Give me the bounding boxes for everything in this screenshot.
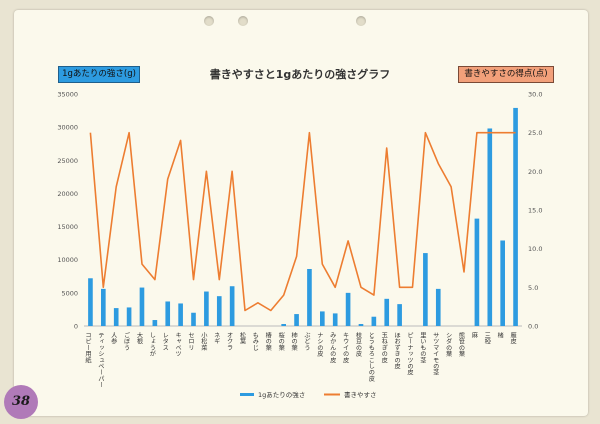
legend-bar-swatch [240, 393, 254, 396]
left-tick-label: 5000 [61, 289, 78, 297]
left-axis-label: 1gあたりの強さ(g) [58, 66, 140, 83]
left-tick-label: 10000 [57, 256, 78, 264]
category-label: 三椏 [483, 332, 490, 346]
category-label: シダの葉 [445, 332, 452, 358]
bar [487, 128, 493, 326]
category-label: オクラ [226, 332, 233, 351]
category-label: 小松菜 [200, 331, 207, 351]
bar [307, 268, 312, 326]
bar [474, 218, 480, 326]
bar [371, 316, 377, 326]
category-label: ナシの皮 [316, 332, 323, 358]
page-number-sticker: 38 [4, 385, 38, 419]
bar [500, 240, 505, 326]
category-label: レタス [161, 332, 168, 351]
bar [88, 278, 93, 326]
bar [178, 303, 183, 326]
right-tick-label: 20.0 [528, 168, 542, 176]
category-label: 熊笹の葉 [458, 331, 465, 358]
category-label: もみじ [251, 332, 258, 351]
bar [358, 324, 364, 326]
legend-bar-label: 1gあたりの強さ [258, 391, 305, 399]
category-label: ほおずきの皮 [393, 332, 400, 370]
category-label: ネギ [213, 332, 220, 345]
category-label: 人参 [110, 332, 117, 346]
category-label: 楮 [496, 331, 503, 339]
category-label: 大根 [135, 331, 142, 345]
bar [229, 286, 235, 326]
category-label: しょうが [148, 332, 155, 358]
bar [320, 311, 325, 326]
right-tick-label: 30.0 [528, 91, 542, 99]
category-label: サツマイモの茎 [432, 332, 439, 376]
bar [113, 308, 119, 326]
category-label: キャベツ [174, 332, 181, 357]
bar [191, 312, 196, 326]
right-tick-label: 10.0 [528, 245, 542, 253]
punch-hole-left [204, 16, 214, 26]
bar [345, 292, 351, 326]
right-tick-label: 25.0 [528, 129, 542, 137]
category-label: ピーナッツの皮 [406, 332, 413, 377]
bar [101, 288, 106, 326]
bar [204, 291, 209, 326]
category-label: コピー用紙 [84, 332, 91, 364]
punch-hole-middle [238, 16, 248, 26]
category-label: 椿の葉 [264, 331, 271, 351]
category-label: ごぼう [123, 331, 130, 350]
bar [294, 314, 299, 326]
category-label: 玉ねぎの皮 [380, 332, 387, 364]
right-tick-label: 15.0 [528, 207, 542, 215]
category-label: 里いもの茎 [419, 332, 426, 363]
category-label: 松葉 [239, 331, 246, 345]
bar [139, 287, 145, 326]
category-label: みかんの皮 [329, 332, 336, 364]
category-label: 桜の葉 [277, 331, 284, 351]
category-label: 柿の葉 [290, 331, 297, 351]
category-label: セロリ [187, 332, 194, 351]
category-label: とうもろこしの皮 [367, 332, 374, 383]
bar [513, 107, 518, 326]
category-label: 麻 [470, 331, 477, 339]
left-tick-label: 35000 [57, 91, 78, 99]
left-tick-label: 25000 [57, 157, 78, 165]
category-label: ティッシュペーパー [97, 332, 104, 388]
left-tick-label: 15000 [57, 223, 78, 231]
right-tick-label: 5.0 [528, 284, 538, 292]
category-label: 枝豆の皮 [354, 331, 361, 358]
bar [152, 320, 158, 326]
category-label: ぶどう [303, 332, 310, 351]
bar [216, 296, 222, 326]
left-tick-label: 0 [74, 323, 78, 331]
bar [332, 313, 338, 326]
chart-title: 書きやすさと1gあたりの強さグラフ [209, 68, 391, 81]
line-series [89, 131, 516, 312]
left-tick-label: 20000 [57, 190, 78, 198]
bar [384, 298, 390, 326]
bar [435, 288, 441, 326]
right-axis-label: 書きやすさの得点(点) [458, 66, 554, 83]
bar [423, 253, 428, 326]
punch-hole-right [356, 16, 366, 26]
legend-line-label: 書きやすさ [344, 390, 377, 399]
category-label: 雁皮 [509, 332, 516, 346]
left-tick-label: 30000 [57, 124, 78, 132]
bar [397, 304, 402, 326]
bar [281, 324, 286, 326]
category-label: キウイの皮 [342, 332, 349, 364]
right-tick-label: 0.0 [528, 323, 538, 331]
bar [126, 307, 132, 326]
bar [165, 301, 171, 326]
